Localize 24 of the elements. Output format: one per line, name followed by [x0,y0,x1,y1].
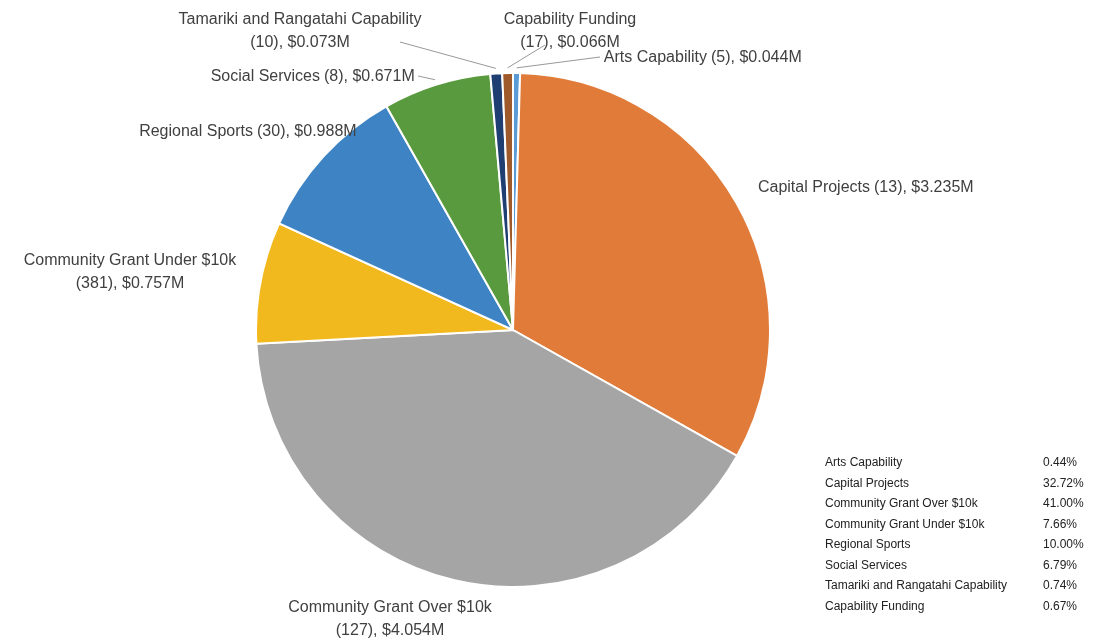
data-label: (381), $0.757M [75,274,185,291]
slice-label: Community Grant Over $10k [288,598,493,615]
text: Regional Sports 10.00% [825,537,1084,551]
data-label: (30), $0.988M [257,122,357,139]
data-label: (17), $0.066M [520,33,620,50]
text: Capability Funding 0.67% [825,598,1078,613]
data-label: (10), $0.073M [250,33,350,50]
data-label: (5), $0.044M [711,48,802,65]
slice-label: Social Services [210,67,320,84]
data-label: (127), $4.054M [335,621,445,638]
slice-label: Capability Funding [503,10,637,27]
slice-label: Arts Capability [603,48,707,65]
text: Social Services 6.79% [825,557,1078,572]
slice-label: Community Grant Under $10k [23,251,238,268]
text: Community Grant Over $10k 41.00% [825,496,1084,510]
text: Tamariki and Rangatahi Capability 0.74% [825,578,1078,592]
text: Arts Capability 0.44% [825,455,1078,469]
data-label: (8), $0.671M [324,67,415,84]
slice-label: Regional Sports [139,122,253,139]
text: Community Grant Under $10k 7.66% [825,516,1078,531]
data-label: (13), $3.235M [874,178,974,195]
slice-label: Capital Projects [757,178,870,195]
text: Capital Projects 32.72% [825,475,1084,490]
slice-label: Tamariki and Rangatahi Capability [178,10,422,27]
